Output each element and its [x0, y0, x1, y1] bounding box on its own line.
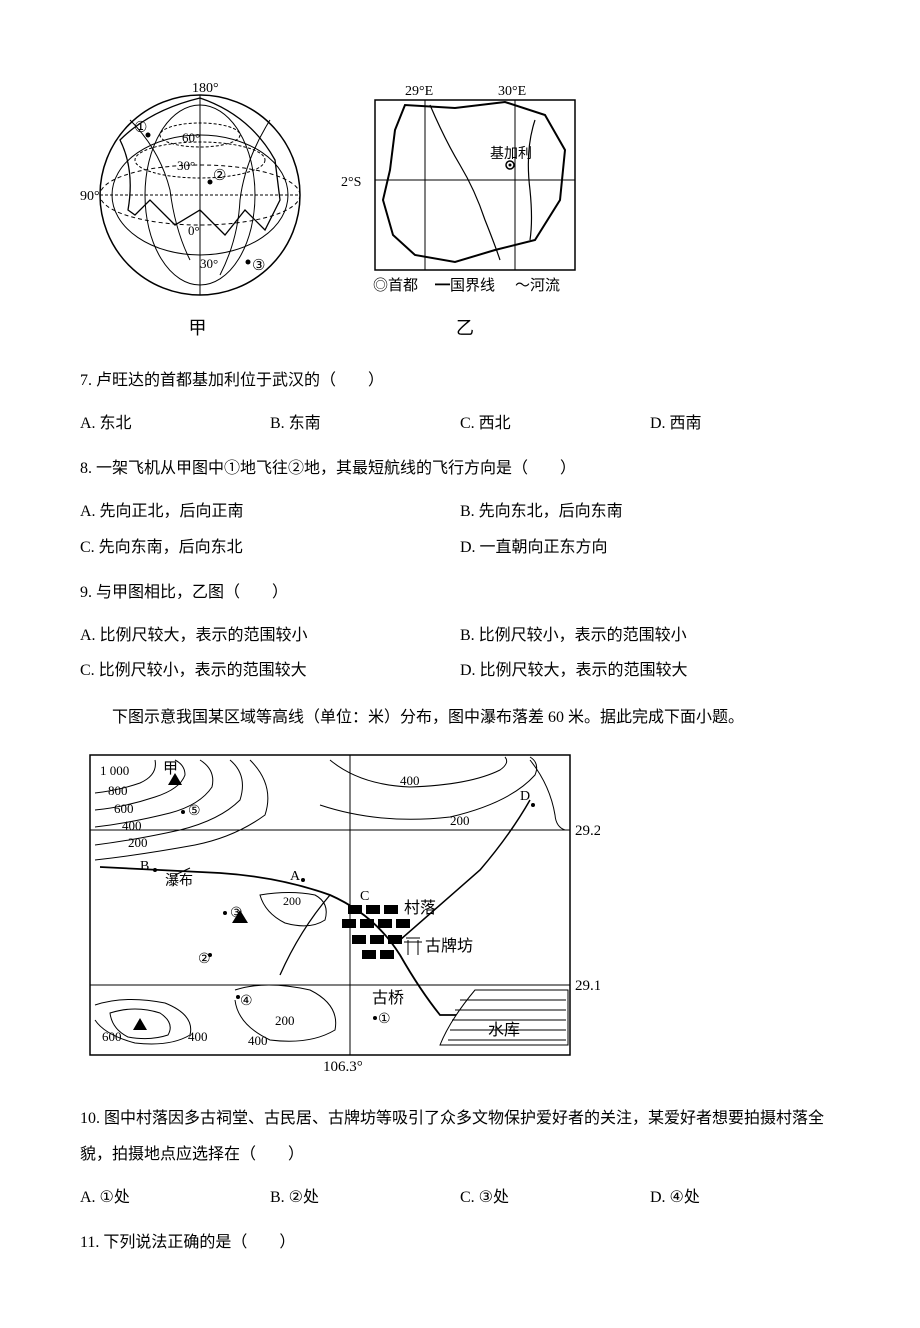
q10-stem: 10. 图中村落因多古祠堂、古民居、古牌坊等吸引了众多文物保护爱好者的关注，某爱… [80, 1101, 840, 1171]
figure-row-1: 180° 90° 60° 30° 0° 30° ① ② ③ 甲 29°E 30°… [80, 80, 840, 343]
jia: 甲 [163, 761, 178, 777]
map-capital-label: 基加利 [490, 145, 532, 162]
figure-globe-block: 180° 90° 60° 30° 0° 30° ① ② ③ 甲 [80, 80, 315, 343]
globe-label-30a: 30° [177, 158, 195, 173]
q9-opt-d: D. 比例尺较大，表示的范围较大 [460, 653, 840, 688]
globe-pt3: ③ [252, 258, 265, 274]
q7-stem: 7. 卢旺达的首都基加利位于武汉的（ ） [80, 363, 840, 398]
globe-label-0: 0° [188, 223, 200, 238]
q7-options: A. 东北 B. 东南 C. 西北 D. 西南 [80, 406, 840, 441]
q9-opt-b: B. 比例尺较小，表示的范围较小 [460, 618, 840, 653]
globe-label-180: 180° [192, 81, 219, 96]
h200d: 200 [275, 1013, 295, 1028]
q7-opt-a: A. 东北 [80, 406, 270, 441]
q11-stem: 11. 下列说法正确的是（ ） [80, 1225, 840, 1260]
h200c: 200 [283, 894, 301, 908]
q10-options: A. ①处 B. ②处 C. ③处 D. ④处 [80, 1180, 840, 1215]
lon-1063: 106.3° [323, 1059, 363, 1075]
globe-caption: 甲 [189, 314, 207, 343]
pt4: ④ [240, 994, 253, 1009]
q9-opt-a: A. 比例尺较大，表示的范围较小 [80, 618, 460, 653]
globe-label-60: 60° [182, 130, 200, 145]
h400b: 400 [400, 773, 420, 788]
lat-292: 29.2° [575, 823, 600, 839]
q7-opt-c: C. 西北 [460, 406, 650, 441]
q10-opt-b: B. ②处 [270, 1180, 460, 1215]
h400c: 400 [248, 1033, 268, 1048]
q10-opt-c: C. ③处 [460, 1180, 650, 1215]
q8-stem: 8. 一架飞机从甲图中①地飞往②地，其最短航线的飞行方向是（ ） [80, 451, 840, 486]
figure-map-block: 29°E 30°E 2°S 基加利 ◎首都 ━国界线 〜河流 乙 [335, 80, 595, 343]
cunluo: 村落 [404, 899, 436, 917]
globe-pt2: ② [213, 168, 226, 184]
legend-capital: ◎首都 [373, 277, 418, 294]
lat-291: 29.1° [575, 978, 600, 994]
ptB: B [140, 859, 149, 874]
q9-stem: 9. 与甲图相比，乙图（ ） [80, 575, 840, 610]
globe-diagram: 180° 90° 60° 30° 0° 30° ① ② ③ [80, 80, 315, 310]
h600a: 600 [114, 801, 134, 816]
h1000: 1 000 [100, 763, 129, 778]
globe-label-90: 90° [80, 189, 100, 204]
q8-opt-b: B. 先向东北，后向东南 [460, 494, 840, 529]
map-caption: 乙 [456, 314, 474, 343]
pubu: 瀑布 [165, 873, 193, 889]
q10-opt-a: A. ①处 [80, 1180, 270, 1215]
h400a: 400 [122, 818, 142, 833]
pt5: ⑤ [188, 804, 201, 819]
figure-contour-wrap: 29.2° 29.1° 106.3° [80, 745, 840, 1085]
q7-opt-d: D. 西南 [650, 406, 840, 441]
h800: 800 [108, 783, 128, 798]
context-2: 下图示意我国某区域等高线（单位：米）分布，图中瀑布落差 60 米。据此完成下面小… [80, 700, 840, 735]
q9-options: A. 比例尺较大，表示的范围较小 B. 比例尺较小，表示的范围较小 C. 比例尺… [80, 618, 840, 688]
h400d: 400 [188, 1029, 208, 1044]
h200b: 200 [450, 813, 470, 828]
rwanda-map: 29°E 30°E 2°S 基加利 ◎首都 ━国界线 〜河流 [335, 80, 595, 310]
ptC: C [360, 889, 369, 904]
q8-opt-a: A. 先向正北，后向正南 [80, 494, 460, 529]
map-lon30: 30°E [498, 84, 526, 99]
q10-opt-d: D. ④处 [650, 1180, 840, 1215]
q8-opt-c: C. 先向东南，后向东北 [80, 530, 460, 565]
contour-map: 29.2° 29.1° 106.3° [80, 745, 600, 1085]
q8-options: A. 先向正北，后向正南 B. 先向东北，后向东南 C. 先向东南，后向东北 D… [80, 494, 840, 564]
globe-pt1: ① [134, 120, 147, 136]
q7-opt-b: B. 东南 [270, 406, 460, 441]
gupaifang: 古牌坊 [425, 937, 473, 955]
ptA: A [290, 869, 301, 884]
guqiao: 古桥 [372, 989, 404, 1007]
globe-label-30b: 30° [200, 256, 218, 271]
legend-river: 〜河流 [515, 277, 560, 294]
legend-border: ━国界线 [435, 277, 495, 294]
q8-opt-d: D. 一直朝向正东方向 [460, 530, 840, 565]
h200a: 200 [128, 835, 148, 850]
pt3: ③ [230, 906, 243, 921]
pt1: ① [378, 1012, 391, 1027]
map-lon29: 29°E [405, 84, 433, 99]
map-lat2s: 2°S [341, 175, 361, 190]
ptD: D [520, 789, 530, 804]
q9-opt-c: C. 比例尺较小，表示的范围较大 [80, 653, 460, 688]
h600b: 600 [102, 1029, 122, 1044]
shuiku: 水库 [488, 1021, 520, 1039]
